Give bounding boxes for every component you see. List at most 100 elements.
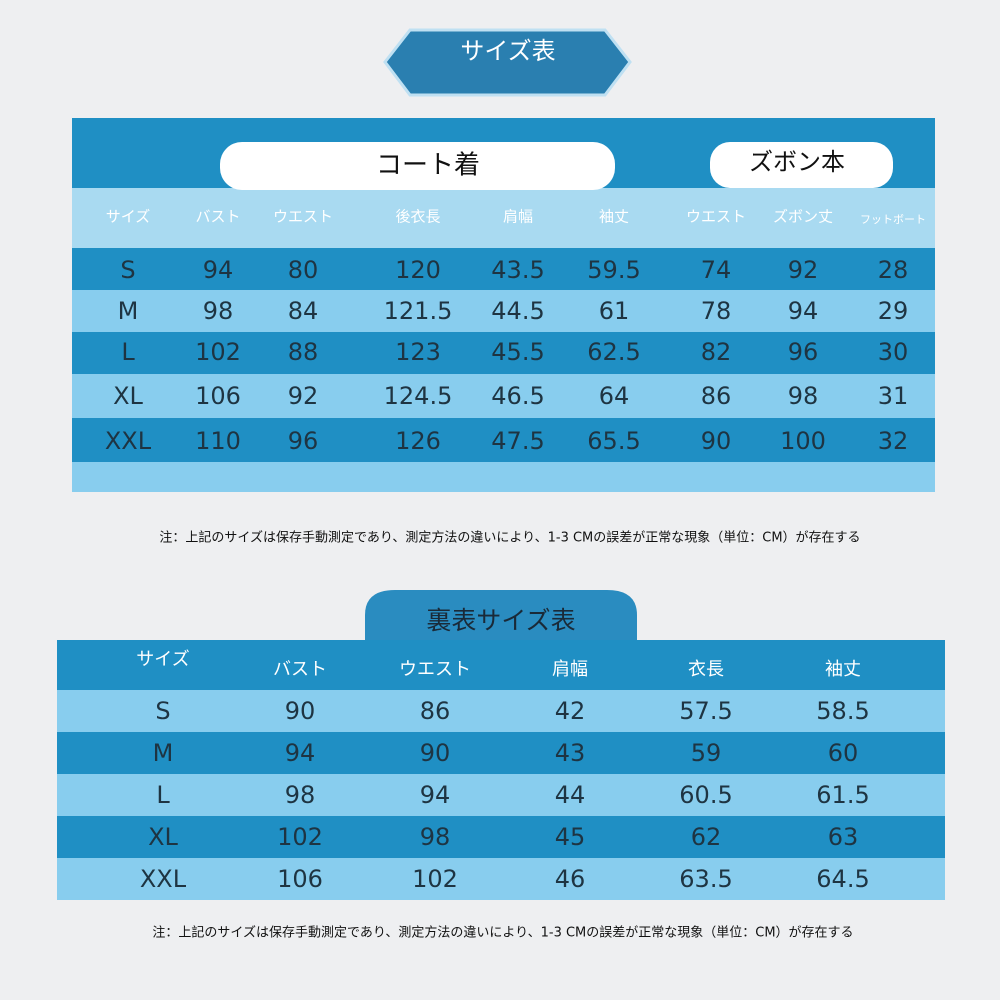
cell: 126 xyxy=(395,427,441,455)
header-band xyxy=(57,640,945,690)
cell: 98 xyxy=(420,823,451,851)
cell: 96 xyxy=(788,338,819,366)
cell: 28 xyxy=(878,256,909,284)
cell: 62 xyxy=(691,823,722,851)
cell: 106 xyxy=(277,865,323,893)
cell: 61 xyxy=(599,297,630,325)
cell: 94 xyxy=(788,297,819,325)
cell: 90 xyxy=(420,739,451,767)
cell: 30 xyxy=(878,338,909,366)
row xyxy=(72,420,935,462)
group-label: コート着 xyxy=(376,151,480,181)
cell: 44.5 xyxy=(491,297,544,325)
row xyxy=(57,690,945,732)
header-cell: サイズ xyxy=(106,208,151,226)
cell: 58.5 xyxy=(816,697,869,725)
cell: 86 xyxy=(701,382,732,410)
cell: 32 xyxy=(878,427,909,455)
cell: 59.5 xyxy=(587,256,640,284)
cell: 90 xyxy=(701,427,732,455)
cell: M xyxy=(118,297,139,325)
row xyxy=(72,332,935,372)
cell: 63.5 xyxy=(679,865,732,893)
cell: 98 xyxy=(285,781,316,809)
cell: XL xyxy=(148,823,178,851)
cell: 110 xyxy=(195,427,241,455)
cell: 64.5 xyxy=(816,865,869,893)
cell: 61.5 xyxy=(816,781,869,809)
cell: M xyxy=(153,739,174,767)
cell: 94 xyxy=(285,739,316,767)
cell: 80 xyxy=(288,256,319,284)
header-cell: 肩幅 xyxy=(503,208,533,226)
cell: 84 xyxy=(288,297,319,325)
cell: 60.5 xyxy=(679,781,732,809)
title-plaque xyxy=(383,28,632,97)
cell: 44 xyxy=(555,781,586,809)
cell: 98 xyxy=(788,382,819,410)
cell: 106 xyxy=(195,382,241,410)
header-cell: バスト xyxy=(195,208,240,226)
cell: 42 xyxy=(555,697,586,725)
cell: 88 xyxy=(288,338,319,366)
cell: 90 xyxy=(285,697,316,725)
cell: 43 xyxy=(555,739,586,767)
cell: 45 xyxy=(555,823,586,851)
cell: 45.5 xyxy=(491,338,544,366)
header-cell: 袖丈 xyxy=(599,208,629,226)
row xyxy=(72,374,935,418)
header-cell: ウエスト xyxy=(273,208,333,226)
cell: 98 xyxy=(203,297,234,325)
cell: 120 xyxy=(395,256,441,284)
row xyxy=(57,816,945,858)
header-cell: ウエスト xyxy=(399,659,471,680)
header-cell: サイズ xyxy=(136,649,189,670)
cell: 121.5 xyxy=(384,297,453,325)
row xyxy=(57,858,945,900)
row xyxy=(57,774,945,816)
cell: 94 xyxy=(420,781,451,809)
cell: 57.5 xyxy=(679,697,732,725)
cell: 124.5 xyxy=(384,382,453,410)
note: 注：上記のサイズは保存手動測定であり、測定方法の違いにより、1-3 CMの誤差が… xyxy=(152,925,853,941)
cell: 123 xyxy=(395,338,441,366)
group-box xyxy=(710,142,893,188)
cell: 29 xyxy=(878,297,909,325)
cell: XXL xyxy=(140,865,187,893)
row xyxy=(57,732,945,774)
cell: 102 xyxy=(195,338,241,366)
cell: L xyxy=(156,781,170,809)
group-box xyxy=(220,142,615,190)
row xyxy=(72,250,935,290)
cell: XXL xyxy=(105,427,152,455)
cell: 64 xyxy=(599,382,630,410)
cell: 59 xyxy=(691,739,722,767)
title2-tab xyxy=(365,590,637,640)
row xyxy=(72,462,935,492)
cell: 31 xyxy=(878,382,909,410)
cell: 102 xyxy=(412,865,458,893)
header-cell: ズボン丈 xyxy=(773,208,833,226)
cell: 78 xyxy=(701,297,732,325)
cell: 47.5 xyxy=(491,427,544,455)
cell: S xyxy=(155,697,170,725)
cell: L xyxy=(121,338,135,366)
cell: S xyxy=(120,256,135,284)
cell: 65.5 xyxy=(587,427,640,455)
title: サイズ表 xyxy=(460,37,555,65)
cell: 94 xyxy=(203,256,234,284)
header-cell: フットボート xyxy=(860,213,926,226)
header-cell: バスト xyxy=(273,659,327,680)
row xyxy=(72,290,935,332)
cell: 82 xyxy=(701,338,732,366)
cell: 63 xyxy=(828,823,859,851)
header-cell: 袖丈 xyxy=(825,659,861,680)
group-label: ズボン本 xyxy=(749,148,845,176)
cell: 96 xyxy=(288,427,319,455)
header-cell: 肩幅 xyxy=(552,659,588,680)
cell: 60 xyxy=(828,739,859,767)
cell: 86 xyxy=(420,697,451,725)
cell: 62.5 xyxy=(587,338,640,366)
cell: 92 xyxy=(788,256,819,284)
cell: XL xyxy=(113,382,143,410)
